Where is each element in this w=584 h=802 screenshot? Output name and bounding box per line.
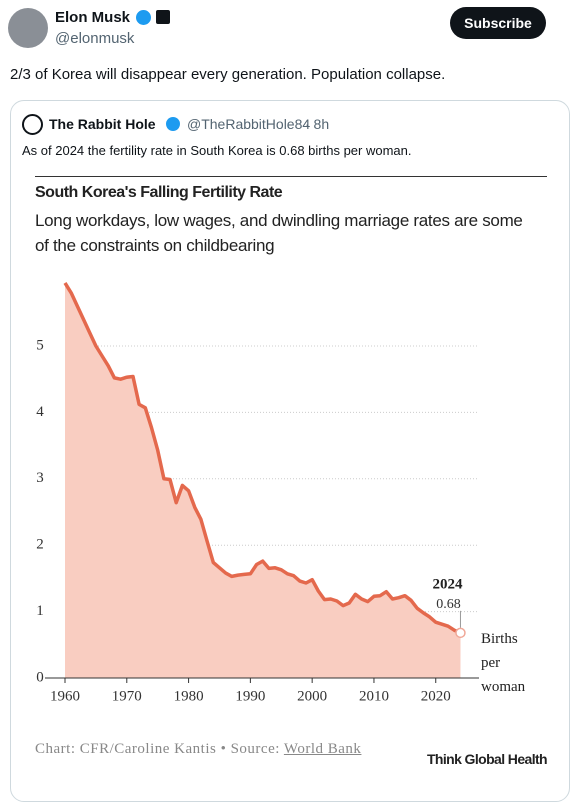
source-text: Chart: CFR/Caroline Kantis • Source: xyxy=(35,741,284,757)
verified-badge xyxy=(166,117,180,131)
y-tick-label: 4 xyxy=(36,404,44,420)
x-tick-label: 1970 xyxy=(112,688,142,704)
y-tick-label: 5 xyxy=(36,337,44,353)
chart-rule xyxy=(35,176,547,177)
x-tick-label: 1990 xyxy=(235,688,265,704)
end-point xyxy=(455,627,466,639)
x-tick-label: 1980 xyxy=(174,688,204,704)
tweet-text: 2/3 of Korea will disappear every genera… xyxy=(10,66,446,83)
x-badge xyxy=(156,10,170,24)
y-tick-label: 2 xyxy=(36,537,44,553)
source: Chart: CFR/Caroline Kantis • Source: Wor… xyxy=(35,735,415,763)
quote-text: As of 2024 the fertility rate in South K… xyxy=(22,143,412,158)
quote-avatar[interactable] xyxy=(22,114,43,135)
chart-subtitle: Long workdays, low wages, and dwindling … xyxy=(35,211,523,255)
x-tick-label: 1960 xyxy=(50,688,80,704)
logo: Think Global Health xyxy=(426,751,548,767)
area xyxy=(65,282,461,678)
chart-title: South Korea's Falling Fertility Rate xyxy=(35,184,283,201)
y-tick-label: 1 xyxy=(36,603,44,619)
author-name[interactable]: Elon Musk xyxy=(55,9,131,26)
unit-label: Births per woman xyxy=(481,631,526,695)
y-tick-label: 3 xyxy=(36,470,44,486)
line xyxy=(63,281,462,635)
source-link[interactable]: World Bank xyxy=(283,741,362,757)
author-handle[interactable]: @elonmusk xyxy=(55,30,135,47)
y-tick-label: 0 xyxy=(36,669,44,685)
annotation-year: 2024 xyxy=(432,576,463,592)
quote-time: · 8h xyxy=(305,116,330,132)
x-tick-label: 2000 xyxy=(297,688,327,704)
verified-badge xyxy=(136,10,151,25)
subscribe-button[interactable]: Subscribe xyxy=(450,7,546,39)
annotation-value: 0.68 xyxy=(436,597,461,612)
x-tick-label: 2020 xyxy=(421,688,451,704)
quote-name[interactable]: The Rabbit Hole xyxy=(49,116,156,132)
x-tick-label: 2010 xyxy=(359,688,389,704)
avatar[interactable] xyxy=(8,8,48,48)
quote-handle[interactable]: @TheRabbitHole84 xyxy=(187,116,311,132)
